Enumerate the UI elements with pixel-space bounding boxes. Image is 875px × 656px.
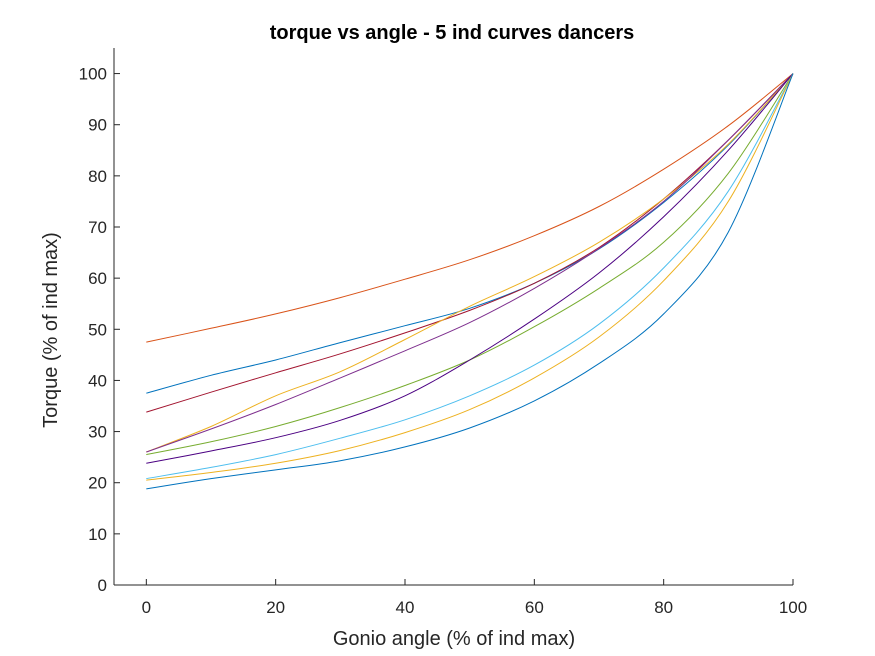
x-tick-label: 100 [779, 598, 807, 617]
series-line-7 [146, 73, 794, 464]
y-axis-label: Torque (% of ind max) [40, 232, 62, 428]
chart-title: torque vs angle - 5 ind curves dancers [270, 22, 635, 44]
y-tick-label: 50 [88, 320, 107, 339]
x-axis-ticks: 0 20 40 60 80 100 [142, 579, 807, 617]
y-axis-ticks: 0 10 20 30 40 50 60 70 80 90 100 [79, 65, 120, 595]
x-tick-label: 60 [525, 598, 544, 617]
x-axis-label: Gonio angle (% of ind max) [333, 628, 575, 650]
y-tick-label: 30 [88, 423, 107, 442]
x-tick-label: 20 [266, 598, 285, 617]
y-tick-label: 70 [88, 218, 107, 237]
series-line-6 [146, 73, 794, 453]
series-line-4 [146, 73, 794, 453]
y-tick-label: 80 [88, 167, 107, 186]
series-line-1 [146, 73, 794, 343]
x-tick-label: 0 [142, 598, 151, 617]
y-tick-label: 10 [88, 525, 107, 544]
x-tick-label: 80 [654, 598, 673, 617]
series-line-2 [146, 73, 794, 394]
y-tick-label: 40 [88, 371, 107, 390]
series-line-10 [146, 73, 794, 490]
plot-area: 0 20 40 60 80 100 0 10 20 30 40 50 60 70 80 90 100 [79, 48, 807, 617]
series-line-5 [146, 73, 794, 456]
x-tick-label: 40 [396, 598, 415, 617]
series-line-3 [146, 73, 794, 413]
y-tick-label: 60 [88, 269, 107, 288]
y-tick-label: 90 [88, 116, 107, 135]
y-tick-label: 100 [79, 65, 107, 84]
series-line-9 [146, 73, 794, 481]
series-lines [146, 73, 794, 490]
y-tick-label: 20 [88, 474, 107, 493]
series-line-8 [146, 73, 794, 480]
y-tick-label: 0 [98, 576, 107, 595]
